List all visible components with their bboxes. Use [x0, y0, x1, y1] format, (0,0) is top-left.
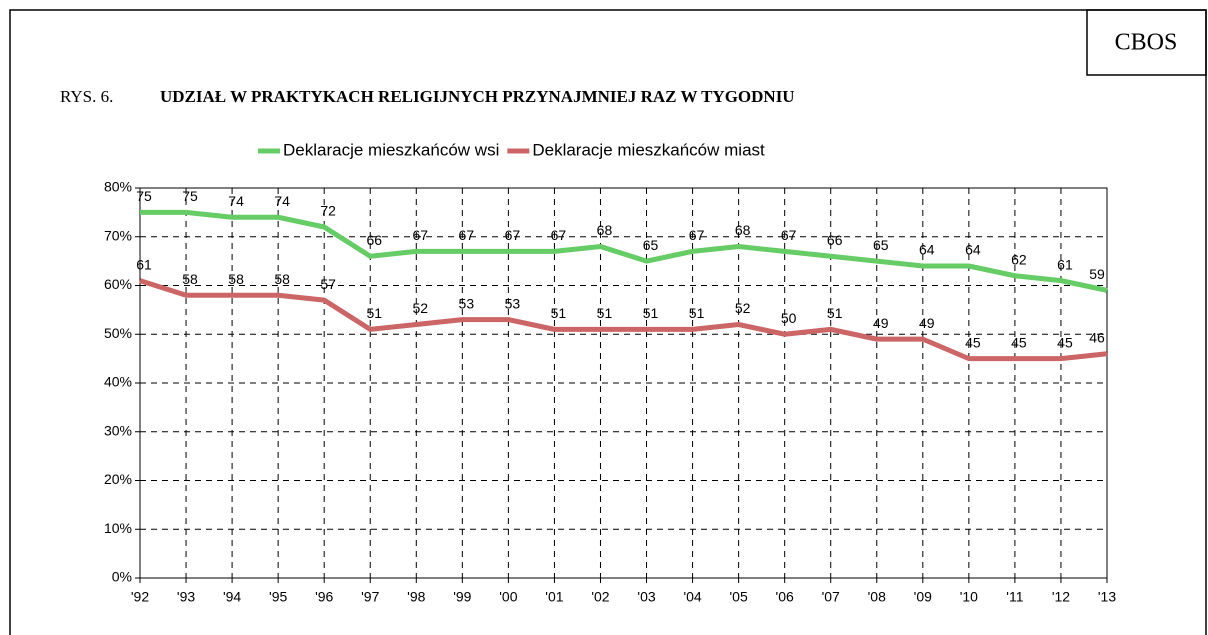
figure-label: RYS. 6.: [60, 87, 113, 106]
y-tick-label: 0%: [112, 569, 132, 585]
data-label: 58: [274, 271, 290, 287]
data-label: 58: [228, 271, 244, 287]
y-tick-label: 80%: [104, 179, 132, 195]
x-tick-label: '12: [1052, 589, 1070, 605]
data-label: 62: [1011, 251, 1027, 267]
x-tick-label: '99: [453, 589, 471, 605]
x-tick-label: '02: [591, 589, 609, 605]
data-label: 61: [1057, 256, 1073, 272]
x-tick-label: '93: [177, 589, 195, 605]
data-label: 66: [366, 232, 382, 248]
series-line: [140, 209, 1108, 293]
data-label: 46: [1089, 329, 1105, 345]
data-label: 45: [965, 334, 981, 350]
y-tick-label: 40%: [104, 374, 132, 390]
data-label: 74: [274, 193, 290, 209]
data-label: 58: [182, 271, 198, 287]
data-label: 75: [136, 188, 152, 204]
x-tick-label: '05: [729, 589, 747, 605]
data-label: 59: [1089, 266, 1105, 282]
data-label: 67: [412, 227, 428, 243]
data-label: 75: [182, 188, 198, 204]
data-label: 67: [505, 227, 521, 243]
series-line: [139, 278, 1108, 362]
x-tick-label: '94: [223, 589, 241, 605]
y-tick-label: 20%: [104, 471, 132, 487]
data-label: 53: [505, 295, 521, 311]
data-label: 57: [320, 276, 336, 292]
x-tick-label: '09: [914, 589, 932, 605]
x-tick-label: '96: [315, 589, 333, 605]
x-tick-label: '01: [545, 589, 563, 605]
x-tick-label: '95: [269, 589, 287, 605]
data-label: 64: [919, 242, 935, 258]
source-box: [1086, 9, 1207, 76]
x-tick-label: '98: [407, 589, 425, 605]
x-tick-label: '92: [131, 589, 149, 605]
legend-label: Deklaracje mieszkańców miast: [532, 140, 765, 159]
x-tick-label: '04: [683, 589, 701, 605]
plot-area: [139, 187, 1108, 579]
x-tick-label: '08: [868, 589, 886, 605]
data-label: 49: [873, 315, 889, 331]
data-label: 53: [459, 295, 475, 311]
y-tick-label: 50%: [104, 325, 132, 341]
data-label: 72: [320, 203, 336, 219]
source: CBOS: [1115, 30, 1178, 56]
data-label: 51: [551, 305, 567, 321]
data-label: 74: [228, 193, 244, 209]
x-tick-label: '11: [1006, 589, 1023, 605]
data-label: 52: [735, 300, 751, 316]
x-tick-label: '03: [637, 589, 655, 605]
y-tick-label: 30%: [104, 422, 132, 438]
data-label: 52: [412, 300, 428, 316]
data-label: 51: [827, 305, 843, 321]
data-label: 45: [1011, 334, 1027, 350]
data-label: 67: [689, 227, 705, 243]
x-tick-label: '00: [499, 589, 517, 605]
data-label: 64: [965, 242, 981, 258]
data-label: 51: [597, 305, 613, 321]
x-tick-label: '07: [822, 589, 840, 605]
chart-title: UDZIAŁ W PRAKTYKACH RELIGIJNYCH PRZYNAJM…: [160, 87, 795, 106]
data-label: 45: [1057, 334, 1073, 350]
data-label: 51: [643, 305, 659, 321]
legend-label: Deklaracje mieszkańców wsi: [283, 140, 499, 159]
data-label: 67: [781, 227, 797, 243]
data-label: 50: [781, 310, 797, 326]
data-label: 67: [551, 227, 567, 243]
x-tick-label: '10: [960, 589, 978, 605]
y-tick-label: 10%: [104, 520, 132, 536]
x-tick-label: '06: [776, 589, 794, 605]
data-label: 51: [366, 305, 382, 321]
y-tick-label: 70%: [104, 227, 132, 243]
data-label: 68: [735, 222, 751, 238]
data-label: 67: [459, 227, 475, 243]
data-label: 65: [643, 237, 659, 253]
x-tick-label: '97: [361, 589, 379, 605]
x-tick-label: '13: [1098, 589, 1116, 605]
y-tick-label: 60%: [104, 276, 132, 292]
data-label: 65: [873, 237, 889, 253]
frame: [9, 9, 1207, 635]
data-label: 49: [919, 315, 935, 331]
data-label: 68: [597, 222, 613, 238]
data-label: 51: [689, 305, 705, 321]
data-label: 66: [827, 232, 843, 248]
data-label: 61: [136, 256, 152, 272]
